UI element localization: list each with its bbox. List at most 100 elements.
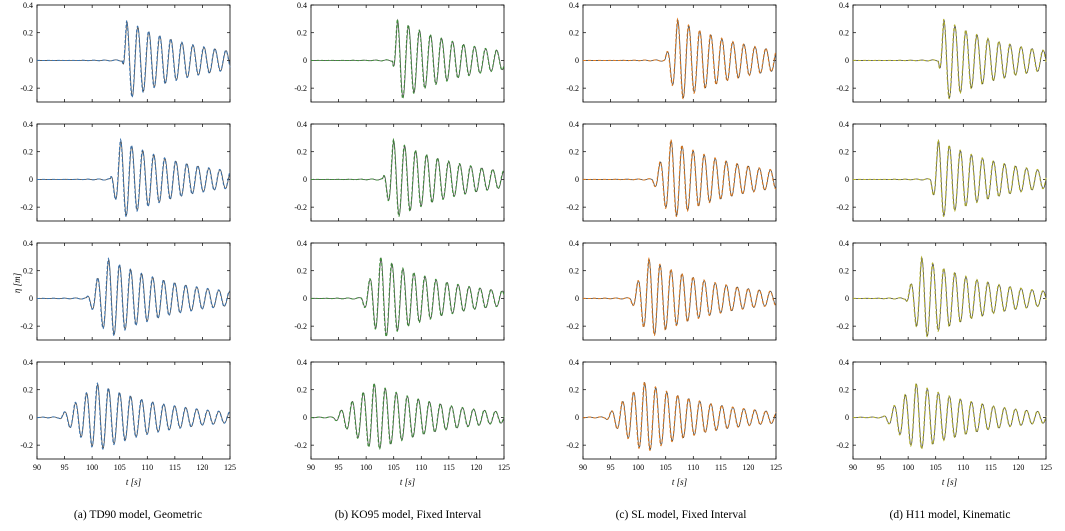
model-series-line [311,18,505,100]
y-tick-label: 0 [303,56,307,65]
model-series-line [583,17,777,100]
x-tick-label: 90 [849,463,857,472]
subplot-1-1: -0.2 0 0.2 0.4 [294,120,505,222]
subplot-2-2: -0.2 0 0.2 0.4 [566,239,777,341]
model-series-line [36,137,231,218]
y-tick-label: -0.2 [20,322,33,331]
subplot-0-2: -0.2 0 0.2 0.4 [20,239,231,341]
axes-frame [852,4,1047,103]
y-tick-label: 0.4 [23,120,33,129]
y-tick-label: 0.4 [23,239,33,248]
reference-series-line [37,139,231,217]
subplot-0-0: -0.2 0 0.2 0.4 [20,1,231,103]
subplot-2-0: -0.2 0 0.2 0.4 [566,1,777,103]
y-tick-label: 0.2 [569,29,579,38]
y-tick-label: 0.4 [23,1,33,10]
x-tick-label: 115 [443,463,455,472]
y-tick-label: 0 [845,294,849,303]
x-axis-label: t [s] [672,477,688,487]
axes-frame [582,361,777,460]
model-series-line [852,255,1047,338]
model-series-line [310,382,505,450]
x-tick-label: 125 [770,463,782,472]
model-series-line [582,380,777,452]
y-tick-label: -0.2 [294,441,307,450]
y-tick-label: 0.4 [569,239,579,248]
y-tick-label: -0.2 [20,441,33,450]
x-tick-label: 90 [307,463,315,472]
x-tick-label: 110 [415,463,427,472]
reference-series-line [37,383,231,449]
y-tick-label: -0.2 [294,84,307,93]
y-tick-label: 0.2 [839,267,849,276]
x-tick-label: 110 [957,463,969,472]
axes-frame [36,361,231,460]
x-axis-label: t [s] [400,477,416,487]
y-tick-label: 0.2 [839,29,849,38]
x-tick-label: 105 [388,463,400,472]
x-tick-label: 95 [61,463,69,472]
x-tick-label: 105 [930,463,942,472]
y-tick-label: -0.2 [836,84,849,93]
y-tick-label: -0.2 [20,203,33,212]
x-tick-label: 120 [1012,463,1024,472]
reference-series-line [582,18,777,99]
x-tick-label: 90 [579,463,587,472]
x-tick-label: 125 [1040,463,1052,472]
x-tick-label: 115 [715,463,727,472]
axes-frame [36,123,231,222]
y-tick-label: 0.4 [297,1,307,10]
axes-frame [36,4,231,103]
y-tick-label: 0.2 [23,386,33,395]
caption-b: (b) KO95 model, Fixed Interval [334,509,482,521]
y-tick-label: 0.2 [297,267,307,276]
subplot-3-3: -0.2 0 0.2 0.4 90 95 100 105 110 115 120 125 t [s] [836,358,1052,487]
x-tick-label: 95 [335,463,343,472]
x-tick-label: 100 [902,463,914,472]
y-tick-label: 0.2 [839,386,849,395]
y-tick-label: 0 [575,56,579,65]
axes-frame [310,4,505,103]
x-tick-label: 120 [470,463,482,472]
y-tick-label: -0.2 [20,84,33,93]
axes-frame [582,242,777,341]
x-tick-label: 100 [86,463,98,472]
y-tick-label: 0.4 [297,239,307,248]
y-tick-label: 0 [575,413,579,422]
x-tick-label: 100 [360,463,372,472]
axes-frame [36,242,231,341]
y-tick-label: 0 [29,56,33,65]
y-tick-label: -0.2 [566,203,579,212]
y-tick-label: 0 [845,413,849,422]
reference-series-line [310,383,505,449]
reference-series-line [582,381,777,451]
y-tick-label: -0.2 [566,84,579,93]
subplot-0-1: -0.2 0 0.2 0.4 η [m] [12,120,231,293]
subplot-3-0: -0.2 0 0.2 0.4 [836,1,1047,103]
y-tick-label: 0.2 [23,148,33,157]
x-tick-label: 110 [687,463,699,472]
y-tick-label: 0.2 [569,386,579,395]
model-series-line [852,382,1047,450]
y-tick-label: 0.4 [839,1,849,10]
y-tick-label: 0.2 [23,267,33,276]
y-tick-label: 0.4 [23,358,33,367]
x-tick-label: 120 [742,463,754,472]
y-tick-label: -0.2 [294,322,307,331]
x-tick-label: 120 [196,463,208,472]
y-tick-label: -0.2 [566,441,579,450]
x-axis-label: t [s] [126,477,142,487]
axes-frame [310,123,505,222]
x-axis-label: t [s] [942,477,958,487]
y-tick-label: 0.2 [297,386,307,395]
x-tick-label: 110 [141,463,153,472]
subplot-1-0: -0.2 0 0.2 0.4 [294,1,505,103]
x-tick-label: 105 [660,463,672,472]
y-tick-label: 0 [845,175,849,184]
y-tick-label: 0 [303,294,307,303]
x-tick-label: 125 [224,463,236,472]
y-tick-label: 0.2 [839,148,849,157]
y-tick-label: 0.2 [297,148,307,157]
y-tick-label: -0.2 [836,203,849,212]
